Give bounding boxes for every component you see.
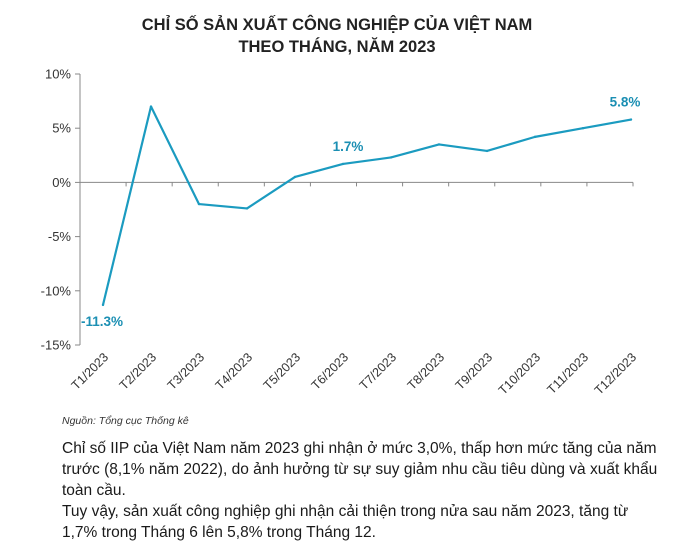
data-point xyxy=(197,202,201,206)
data-point xyxy=(341,162,345,166)
x-tick-label: T4/2023 xyxy=(213,350,255,392)
commentary-paragraph-1: Chỉ số IIP của Việt Nam năm 2023 ghi nhậ… xyxy=(62,440,658,499)
data-point xyxy=(149,105,153,108)
y-tick-label: -10% xyxy=(41,283,72,298)
y-tick-label: 5% xyxy=(52,121,71,136)
x-tick-label: T11/2023 xyxy=(545,350,592,397)
y-tick-label: -5% xyxy=(48,229,72,244)
chart-title: CHỈ SỐ SẢN XUẤT CÔNG NGHIỆP CỦA VIỆT NAM… xyxy=(0,14,674,58)
source-note: Nguồn: Tổng cục Thống kê xyxy=(62,415,189,427)
data-label: 1.7% xyxy=(333,139,364,154)
data-point xyxy=(533,135,537,139)
x-tick-label: T12/2023 xyxy=(592,350,639,397)
chart-title-line-2: THEO THÁNG, NĂM 2023 xyxy=(238,38,436,56)
data-point xyxy=(389,156,393,159)
data-point xyxy=(293,175,297,179)
x-tick-label: T9/2023 xyxy=(453,350,495,392)
x-tick-label: T2/2023 xyxy=(117,350,159,392)
y-tick-label: -15% xyxy=(41,338,72,353)
data-point xyxy=(485,149,489,153)
data-point xyxy=(245,207,249,210)
line-chart: 10%5%0%-5%-10%-15%T1/2023 T2/2023 T3/2023 T… xyxy=(41,67,641,398)
x-tick-label: T1/2023 xyxy=(69,350,111,392)
y-tick-label: 10% xyxy=(45,67,71,82)
data-point xyxy=(629,118,633,121)
x-tick-label: T10/2023 xyxy=(496,350,543,397)
commentary-paragraph-2: Tuy vậy, sản xuất công nghiệp ghi nhận c… xyxy=(62,503,629,541)
x-tick-label: T5/2023 xyxy=(261,350,303,392)
data-point xyxy=(437,143,441,146)
x-tick-label: T8/2023 xyxy=(405,350,447,392)
x-tick-label: T6/2023 xyxy=(309,350,351,392)
x-tick-label: T3/2023 xyxy=(165,350,207,392)
x-tick-label: T7/2023 xyxy=(357,350,399,392)
data-point xyxy=(581,127,585,130)
data-point xyxy=(101,303,105,307)
data-label: 5.8% xyxy=(610,95,641,110)
chart-title-line-1: CHỈ SỐ SẢN XUẤT CÔNG NGHIỆP CỦA VIỆT NAM xyxy=(141,16,533,34)
commentary: Chỉ số IIP của Việt Nam năm 2023 ghi nhậ… xyxy=(62,438,662,543)
y-tick-label: 0% xyxy=(52,175,71,190)
series-line xyxy=(101,105,633,306)
data-label: -11.3% xyxy=(81,314,123,329)
